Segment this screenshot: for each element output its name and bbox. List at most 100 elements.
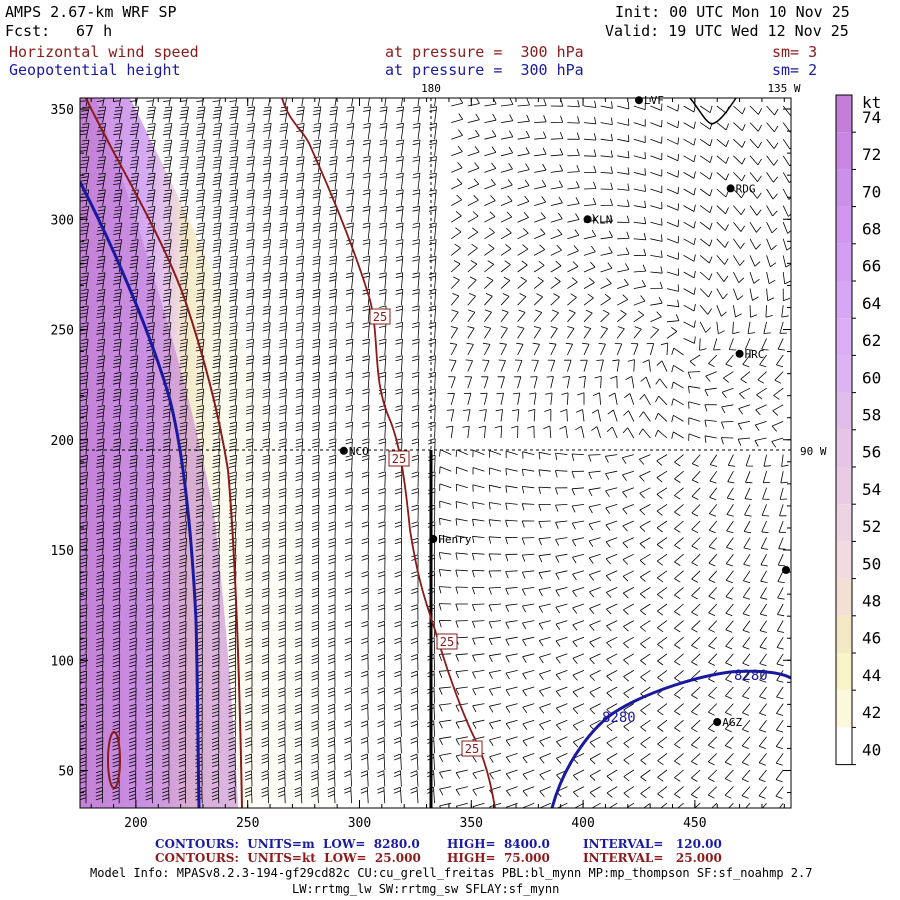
colorbar-unit: kt: [862, 93, 881, 112]
map-plot: 25 25 25 25 8280 8280 LVF RDG KLN HRC NCO Hen…: [51, 82, 882, 831]
colorbar-label: 68: [862, 220, 881, 239]
colorbar-label: 74: [862, 108, 881, 127]
field2-name: Geopotential height: [9, 61, 181, 79]
station-marker: [735, 349, 744, 358]
station-markers: LVF RDG KLN HRC NCO Henry AGZ: [339, 94, 790, 729]
colorbar-label: 70: [862, 182, 881, 201]
height-contour-labels: 8280 8280: [602, 668, 768, 726]
station-marker: [429, 534, 438, 543]
x-tick-label: 300: [348, 816, 371, 831]
colorbar-segment: [836, 429, 852, 467]
colorbar-segment: [836, 467, 852, 505]
model-title: AMPS 2.67-km WRF SP: [5, 3, 177, 21]
svg-text:8280: 8280: [602, 710, 636, 726]
model-info: Model Info: MPASv8.2.3-194-gf29cd82c CU:…: [90, 866, 813, 880]
height-contour-info: CONTOURS: UNITS=m LOW= 8280.0: [155, 837, 420, 851]
station-marker: [583, 215, 592, 224]
forecast-hour: 67 h: [76, 22, 113, 40]
colorbar-segment: [836, 243, 852, 281]
y-tick-label: 50: [58, 765, 74, 780]
x-axis-ticks: 200 250 300 350 400 450: [90, 98, 785, 831]
y-tick-label: 100: [51, 654, 74, 669]
station-marker: [339, 446, 348, 455]
y-tick-label: 150: [51, 544, 74, 559]
colorbar-label: 44: [862, 666, 881, 685]
colorbar-segment: [836, 206, 852, 244]
forecast-label: Fcst:: [5, 22, 51, 40]
svg-text:8280: 8280: [734, 668, 768, 684]
valid-time: Valid: 19 UTC Wed 12 Nov 25: [605, 22, 849, 40]
svg-text:25: 25: [373, 310, 387, 324]
station-label: Henry: [438, 533, 471, 546]
station-label: HRC: [745, 348, 765, 361]
colorbar-segment: [836, 95, 852, 133]
height-contour-interval: INTERVAL= 120.00: [583, 837, 722, 851]
colorbar-segment: [836, 355, 852, 393]
station-marker: [726, 184, 735, 193]
station-marker: [634, 96, 643, 105]
x-tick-label: 450: [683, 816, 706, 831]
station-label: RDG: [736, 182, 756, 195]
field2-level: at pressure = 300 hPa: [385, 61, 584, 79]
colorbar-label: 64: [862, 294, 881, 313]
colorbar-segment: [836, 615, 852, 653]
model-info-physics: LW:rrtmg_lw SW:rrtmg_sw SFLAY:sf_mynn: [292, 882, 560, 896]
colorbar-label: 52: [862, 517, 881, 536]
colorbar-label: 58: [862, 406, 881, 425]
station-label: KLN: [593, 213, 613, 226]
field1-name: Horizontal wind speed: [9, 43, 199, 61]
colorbar-label: 50: [862, 554, 881, 573]
colorbar-segment: [836, 392, 852, 430]
field1-level: at pressure = 300 hPa: [385, 43, 584, 61]
colorbar-label: 46: [862, 629, 881, 648]
wind-barbs: [80, 98, 791, 808]
colorbar-segment: [836, 541, 852, 579]
colorbar-segment: [836, 132, 852, 170]
colorbar-label: 72: [862, 145, 881, 164]
y-tick-label: 250: [51, 324, 74, 339]
station-label: AGZ: [722, 716, 742, 729]
station-marker-edge: [782, 566, 790, 574]
svg-text:25: 25: [392, 452, 406, 466]
speed-contour-left: [85, 98, 243, 808]
label-180: 180: [421, 82, 441, 95]
colorbar-segment: [836, 281, 852, 319]
height-contour-high: HIGH= 8400.0: [447, 837, 550, 851]
y-tick-label: 200: [51, 434, 74, 449]
y-axis-ticks: 50 100 150 200 250 300 350: [51, 103, 791, 794]
speed-contour-labels: 25 25 25 25: [369, 308, 483, 757]
colorbar-label: 54: [862, 480, 881, 499]
station-label: NCO: [349, 445, 369, 458]
colorbar-segment: [836, 504, 852, 542]
colorbar-segment: [836, 169, 852, 207]
y-tick-label: 300: [51, 213, 74, 228]
colorbar-segment: [836, 690, 852, 728]
init-time: Init: 00 UTC Mon 10 Nov 25: [615, 3, 850, 21]
svg-text:25: 25: [440, 635, 454, 649]
colorbar-label: 48: [862, 592, 881, 611]
label-135w: 135 W: [767, 82, 800, 95]
y-tick-label: 350: [51, 103, 74, 118]
x-tick-label: 350: [460, 816, 483, 831]
colorbar-segment: [836, 318, 852, 356]
speed-contour-interval: INTERVAL= 25.000: [583, 851, 722, 865]
colorbar-label: 66: [862, 257, 881, 276]
colorbar-segment: [836, 653, 852, 691]
svg-text:25: 25: [465, 742, 479, 756]
height-contour-west: [80, 181, 201, 808]
colorbar-label: 42: [862, 703, 881, 722]
colorbar-label: 40: [862, 740, 881, 759]
coastline: [689, 98, 737, 125]
colorbar-segment: [836, 578, 852, 616]
speed-contour-high: HIGH= 75.000: [447, 851, 550, 865]
x-tick-label: 400: [571, 816, 594, 831]
colorbar: 74 72 70 68 66 64 62 60 58 56 54 52 50 48 46 44 42 40: [835, 94, 881, 766]
field1-smoothing: sm= 3: [772, 43, 818, 61]
colorbar-label: 62: [862, 331, 881, 350]
colorbar-label: 60: [862, 368, 881, 387]
colorbar-segment: [836, 727, 852, 765]
station-marker: [713, 718, 722, 727]
label-90w: 90 W: [800, 445, 827, 458]
station-label: LVF: [644, 94, 664, 107]
colorbar-label: 56: [862, 443, 881, 462]
